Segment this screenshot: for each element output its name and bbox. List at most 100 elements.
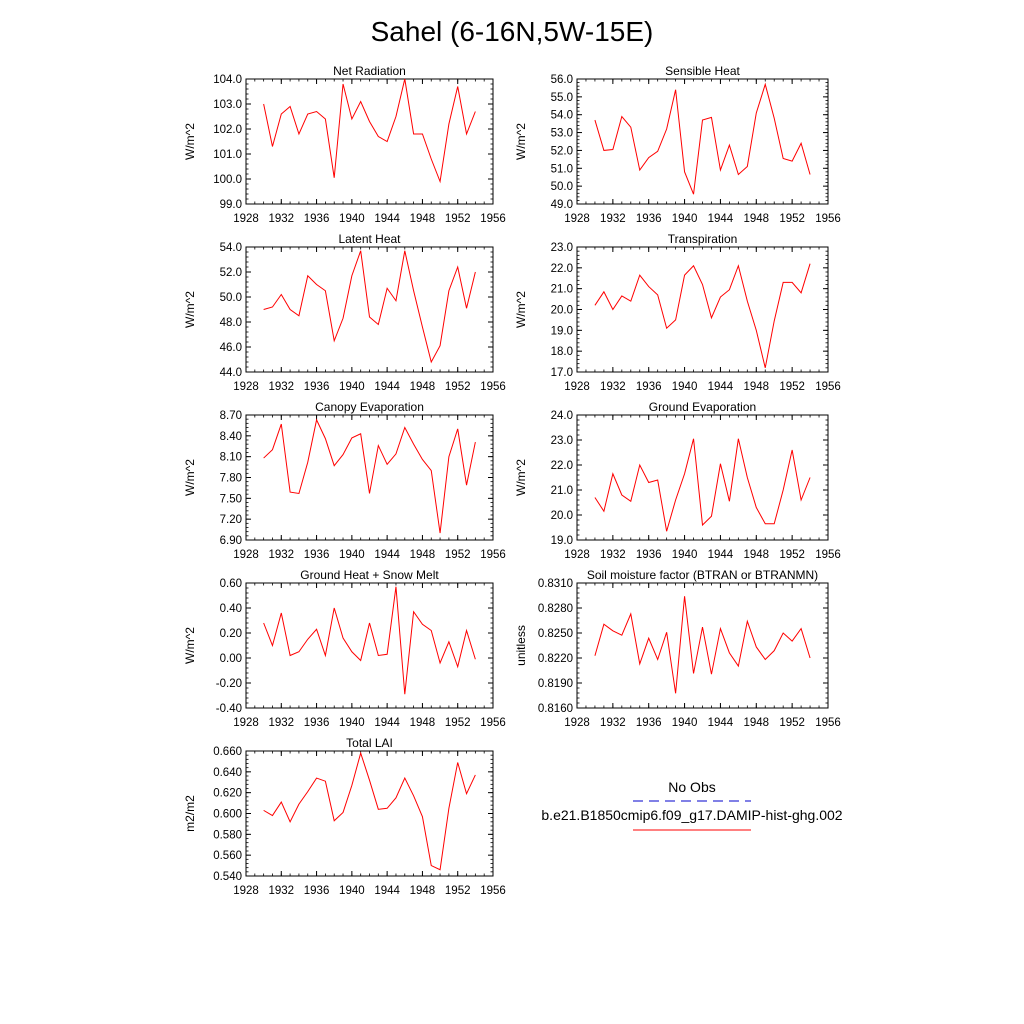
y-tick-label: 100.0 bbox=[213, 174, 242, 186]
x-tick-label: 1944 bbox=[708, 213, 734, 225]
y-tick-label: 8.40 bbox=[220, 431, 242, 443]
y-tick-label: -0.20 bbox=[216, 678, 242, 690]
x-tick-label: 1952 bbox=[445, 885, 471, 897]
y-tick-label: 46.0 bbox=[220, 342, 242, 354]
y-tick-label: 48.0 bbox=[220, 317, 242, 329]
y-axis-label: unitless bbox=[514, 625, 528, 666]
panel-title: Latent Heat bbox=[338, 232, 401, 246]
y-tick-label: 0.20 bbox=[220, 628, 242, 640]
y-tick-label: 6.90 bbox=[220, 535, 242, 547]
y-axis-label: W/m^2 bbox=[183, 123, 197, 160]
y-tick-label: 17.0 bbox=[551, 367, 573, 379]
y-tick-label: 49.0 bbox=[551, 199, 573, 211]
x-tick-label: 1952 bbox=[779, 213, 805, 225]
series-line bbox=[594, 596, 811, 694]
x-tick-label: 1944 bbox=[708, 381, 734, 393]
x-tick-label: 1936 bbox=[636, 549, 662, 561]
y-tick-label: 19.0 bbox=[551, 535, 573, 547]
y-tick-label: 23.0 bbox=[551, 242, 573, 254]
x-tick-label: 1932 bbox=[268, 885, 294, 897]
y-tick-label: 24.0 bbox=[551, 410, 573, 422]
x-tick-label: 1948 bbox=[410, 381, 436, 393]
series-line bbox=[263, 250, 476, 364]
panel-1: Net Radiation 1928 1932 1936 1940 1944 1948 195… bbox=[183, 64, 506, 225]
x-tick-label: 1932 bbox=[600, 549, 626, 561]
panel-title: Sensible Heat bbox=[665, 64, 740, 78]
y-tick-label: 0.540 bbox=[213, 871, 242, 883]
x-tick-label: 1932 bbox=[268, 549, 294, 561]
plot-frame bbox=[576, 246, 829, 373]
y-tick-label: 53.0 bbox=[551, 128, 573, 140]
x-tick-label: 1936 bbox=[636, 717, 662, 729]
y-tick-label: 21.0 bbox=[551, 284, 573, 296]
y-tick-label: 0.8160 bbox=[538, 703, 573, 715]
panel-7: Ground Heat + Snow Melt 1928 1932 1936 1940 1… bbox=[183, 568, 506, 729]
x-tick-label: 1932 bbox=[268, 213, 294, 225]
x-tick-label: 1940 bbox=[339, 885, 365, 897]
y-tick-label: 0.600 bbox=[213, 809, 242, 821]
x-tick-label: 1928 bbox=[233, 381, 259, 393]
x-tick-label: 1928 bbox=[564, 213, 590, 225]
panel-title: Total LAI bbox=[346, 736, 393, 750]
y-tick-label: 51.0 bbox=[551, 163, 573, 175]
x-tick-label: 1956 bbox=[815, 549, 841, 561]
x-tick-label: 1928 bbox=[233, 717, 259, 729]
series-line bbox=[594, 438, 811, 532]
x-tick-label: 1944 bbox=[708, 717, 734, 729]
y-tick-label: 50.0 bbox=[220, 292, 242, 304]
y-axis-label: W/m^2 bbox=[183, 459, 197, 496]
x-tick-label: 1932 bbox=[268, 717, 294, 729]
x-tick-label: 1932 bbox=[600, 717, 626, 729]
panel-6: Ground Evaporation 1928 1932 1936 1940 1944 19… bbox=[514, 400, 841, 561]
y-tick-label: 22.0 bbox=[551, 460, 573, 472]
y-tick-label: 0.660 bbox=[213, 746, 242, 758]
y-tick-label: 54.0 bbox=[220, 242, 242, 254]
panel-8: Soil moisture factor (BTRAN or BTRANMN) 1… bbox=[514, 568, 841, 729]
panel-title: Ground Evaporation bbox=[649, 400, 756, 414]
x-tick-label: 1952 bbox=[445, 549, 471, 561]
y-tick-label: 20.0 bbox=[551, 510, 573, 522]
y-tick-label: 55.0 bbox=[551, 92, 573, 104]
y-axis-label: W/m^2 bbox=[514, 123, 528, 160]
x-tick-label: 1944 bbox=[374, 381, 400, 393]
plot-frame bbox=[245, 246, 494, 373]
x-tick-label: 1928 bbox=[564, 717, 590, 729]
series-line bbox=[263, 586, 476, 695]
y-tick-label: -0.40 bbox=[216, 703, 242, 715]
x-tick-label: 1936 bbox=[304, 717, 330, 729]
x-tick-label: 1956 bbox=[815, 717, 841, 729]
x-tick-label: 1936 bbox=[304, 549, 330, 561]
x-tick-label: 1944 bbox=[374, 717, 400, 729]
legend-label-obs: No Obs bbox=[668, 779, 715, 795]
y-tick-label: 0.8250 bbox=[538, 628, 573, 640]
x-tick-label: 1952 bbox=[779, 717, 805, 729]
panels-container: Net Radiation 1928 1932 1936 1940 1944 1948 195… bbox=[183, 64, 841, 897]
series-line bbox=[263, 418, 476, 534]
plot-frame bbox=[245, 582, 494, 709]
y-tick-label: 23.0 bbox=[551, 435, 573, 447]
y-tick-label: 44.0 bbox=[220, 367, 242, 379]
panel-title: Canopy Evaporation bbox=[315, 400, 424, 414]
x-tick-label: 1940 bbox=[339, 381, 365, 393]
y-tick-label: 0.8280 bbox=[538, 603, 573, 615]
x-tick-label: 1952 bbox=[445, 213, 471, 225]
y-tick-label: 0.8220 bbox=[538, 653, 573, 665]
x-tick-label: 1956 bbox=[480, 717, 506, 729]
y-tick-label: 8.10 bbox=[220, 452, 242, 464]
x-tick-label: 1948 bbox=[410, 885, 436, 897]
y-tick-label: 52.0 bbox=[551, 145, 573, 157]
x-tick-label: 1944 bbox=[374, 213, 400, 225]
x-tick-label: 1936 bbox=[636, 381, 662, 393]
x-tick-label: 1948 bbox=[743, 213, 769, 225]
panel-9: Total LAI 1928 1932 1936 1940 1944 1948 1952 195… bbox=[183, 736, 506, 897]
y-tick-label: 0.580 bbox=[213, 829, 242, 841]
y-tick-label: 54.0 bbox=[551, 110, 573, 122]
x-tick-label: 1940 bbox=[339, 717, 365, 729]
x-tick-label: 1932 bbox=[268, 381, 294, 393]
y-tick-label: 0.60 bbox=[220, 578, 242, 590]
x-tick-label: 1936 bbox=[304, 381, 330, 393]
y-tick-label: 0.620 bbox=[213, 788, 242, 800]
y-axis-label: W/m^2 bbox=[514, 291, 528, 328]
x-tick-label: 1944 bbox=[374, 885, 400, 897]
x-tick-label: 1928 bbox=[564, 381, 590, 393]
